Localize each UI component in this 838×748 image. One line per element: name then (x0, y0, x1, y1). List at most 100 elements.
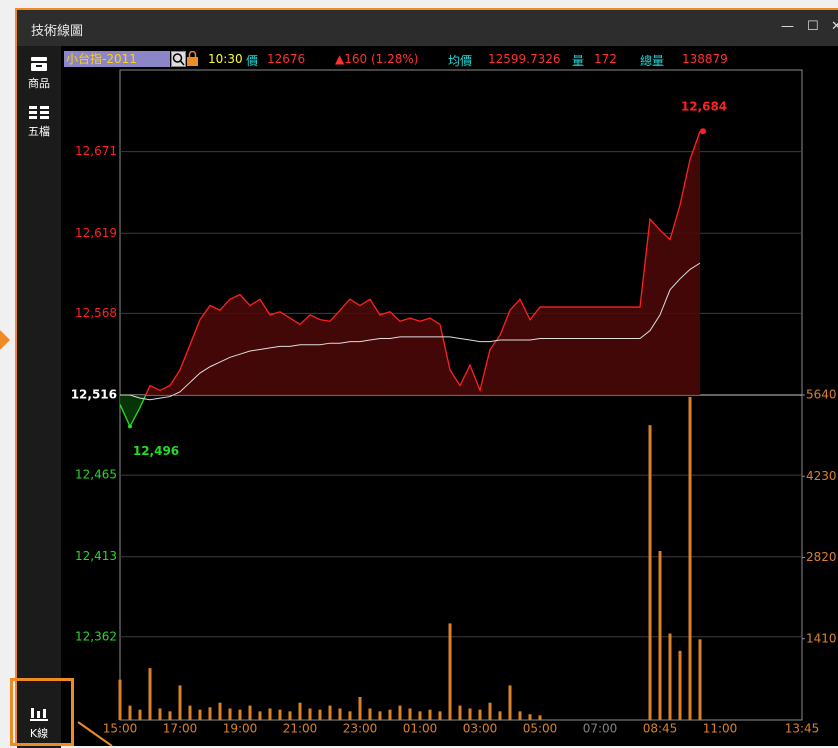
y-tick-label: 12,671 (75, 144, 117, 158)
x-tick-label: 21:00 (283, 722, 318, 736)
volume-bar (648, 425, 652, 720)
quote-time: 10:30 (208, 52, 243, 66)
volume-bar (348, 711, 352, 720)
price-area (250, 299, 260, 395)
price-area (270, 311, 280, 395)
price-area (220, 299, 230, 395)
price-area (350, 299, 360, 395)
price-area (200, 305, 210, 395)
close-button[interactable]: ✕ (831, 19, 838, 34)
average-line (120, 262, 701, 401)
price-area (540, 307, 550, 395)
volume-bar (368, 708, 372, 720)
vol-label: 量 (572, 54, 585, 68)
price-area (430, 318, 440, 395)
price-area (630, 307, 640, 395)
price-area (560, 307, 570, 395)
depth-button[interactable]: 五檔 (17, 104, 61, 139)
kline-button[interactable]: K線 (17, 704, 61, 741)
price-area (330, 310, 340, 395)
price-area (150, 385, 160, 395)
y2-tick-label: 4230 (806, 469, 837, 483)
price-area (670, 205, 680, 395)
product-button[interactable]: 商品 (17, 56, 61, 91)
price-area (320, 319, 330, 395)
price-area (290, 318, 300, 395)
price-area (440, 324, 450, 395)
volume-bar (228, 708, 232, 720)
kline-label: K線 (29, 727, 49, 740)
price-area (510, 299, 520, 395)
volume-bar (668, 633, 672, 720)
y-tick-label: 12,465 (75, 468, 117, 482)
volume-bar (268, 708, 272, 720)
minimize-button[interactable]: — (781, 19, 794, 34)
price-area (240, 294, 250, 395)
price-area (600, 307, 610, 395)
volume-bar (358, 696, 362, 720)
search-lock-icons[interactable] (171, 51, 201, 67)
volume-bar (688, 397, 692, 720)
highlight-box (10, 678, 74, 746)
volume-bar (448, 623, 452, 720)
volume-bar (478, 709, 482, 720)
price-area (550, 307, 560, 395)
price-area (530, 307, 540, 395)
price-area (690, 131, 700, 396)
price-area (360, 299, 370, 395)
price-area (180, 344, 190, 395)
price-area (580, 307, 590, 395)
volume-bar (398, 705, 402, 720)
price-area (650, 219, 660, 395)
volume-bar (318, 709, 322, 720)
window-title: 技術線圖 (31, 24, 84, 39)
x-tick-label: 17:00 (163, 722, 198, 736)
price-area (340, 299, 350, 395)
price-area (420, 318, 430, 395)
volume-bar (288, 711, 292, 720)
volume-bar (298, 702, 302, 720)
volume-bar (278, 709, 282, 720)
volume-bar (538, 715, 542, 720)
volume-bar (168, 711, 172, 720)
price-area (210, 305, 220, 395)
volume-bar (198, 709, 202, 720)
price-area (300, 314, 310, 395)
depth-label: 五檔 (28, 125, 50, 138)
kline-icon (30, 708, 48, 721)
x-tick-label: 05:00 (523, 722, 558, 736)
price-area (490, 335, 500, 395)
volume-bar (528, 714, 532, 720)
price-area (130, 395, 140, 427)
volume-bar (698, 639, 702, 720)
symbol-input[interactable]: 小台指-2011 (64, 51, 170, 67)
volume-bar (258, 711, 262, 720)
low-label: 12,496 (133, 444, 179, 458)
volume-bar (378, 711, 382, 720)
volume-bar (438, 711, 442, 720)
price-area (230, 294, 240, 395)
volume-bar (158, 708, 162, 720)
title-bar: 技術線圖 — ☐ ✕ (17, 10, 838, 46)
depth-icon (29, 105, 49, 120)
volume-bar (518, 711, 522, 720)
volume-bar (118, 679, 122, 720)
price-area (570, 307, 580, 395)
x-tick-label: 03:00 (463, 722, 498, 736)
maximize-button[interactable]: ☐ (807, 19, 819, 34)
x-tick-label: 19:00 (223, 722, 258, 736)
price-area (380, 311, 390, 395)
total-value: 138879 (682, 52, 728, 66)
price-area (310, 314, 320, 395)
x-tick-label: 13:45 (785, 722, 820, 736)
y-tick-label: 12,568 (75, 306, 117, 320)
volume-bar (128, 705, 132, 720)
product-label: 商品 (28, 77, 50, 90)
price-area (260, 299, 270, 395)
price-area (450, 369, 460, 395)
volume-bar (458, 705, 462, 720)
price-area (680, 159, 690, 395)
y-tick-label: 12,619 (75, 226, 117, 240)
price-area (390, 311, 400, 395)
